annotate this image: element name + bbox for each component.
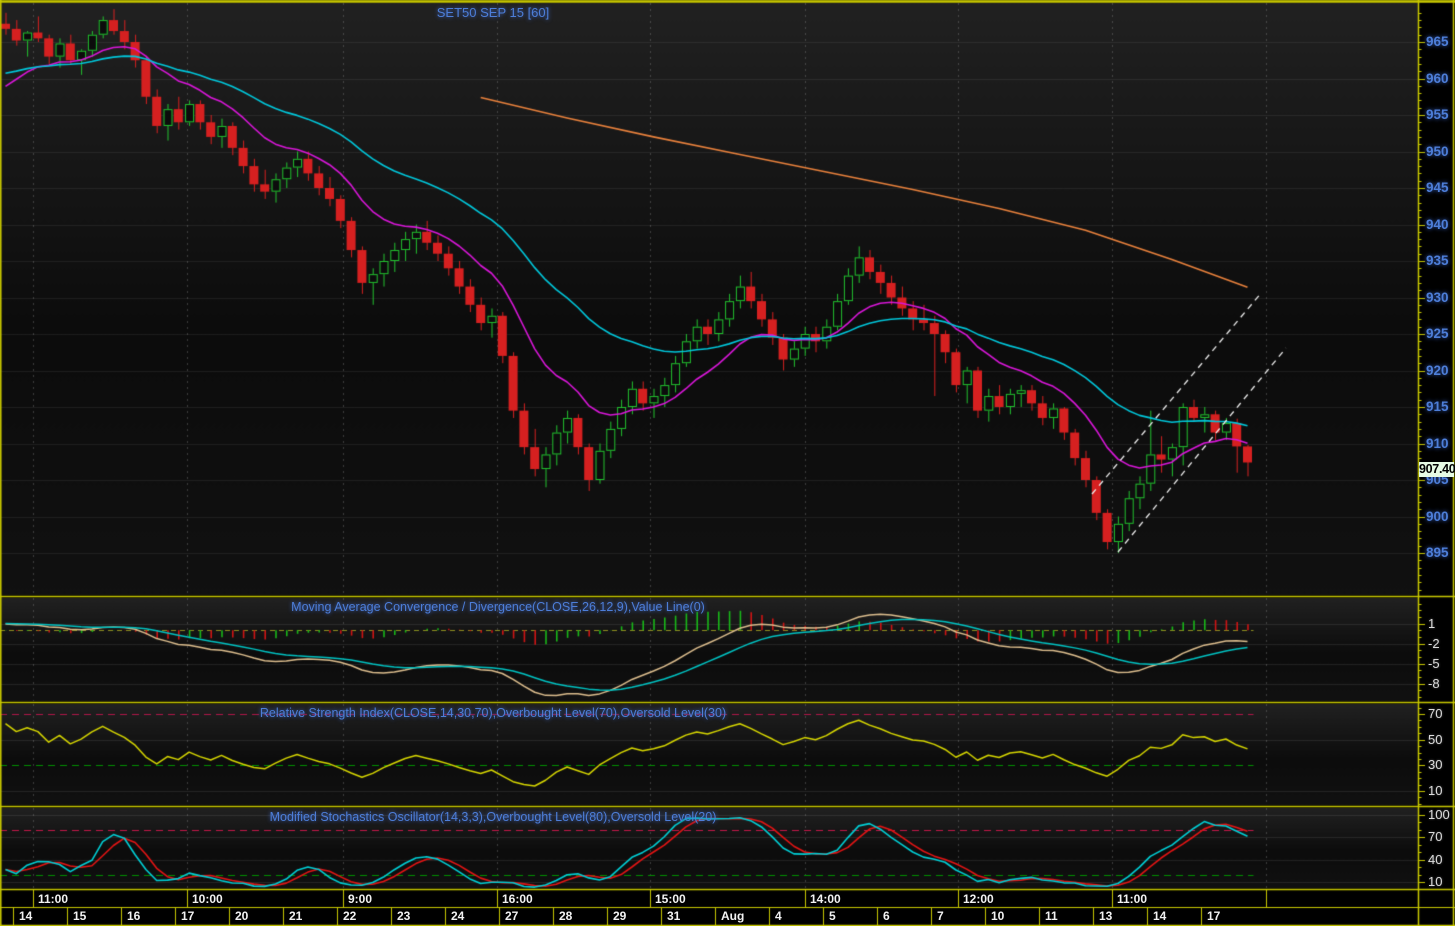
chart-window: SET50 SEP 15 [60] Moving Average Converg… [0, 0, 1455, 926]
chart-canvas[interactable] [0, 0, 1455, 926]
